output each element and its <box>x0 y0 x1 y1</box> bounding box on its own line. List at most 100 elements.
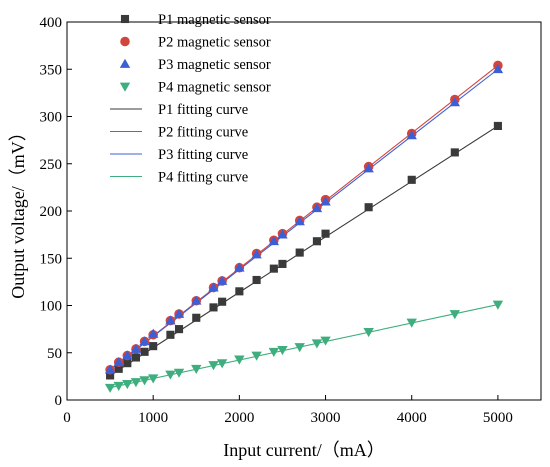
data-point <box>294 216 305 226</box>
legend-entry: P2 magnetic sensor <box>158 35 271 51</box>
x-tick-label: 0 <box>63 410 71 426</box>
data-point <box>113 357 124 367</box>
data-point <box>139 376 150 386</box>
fitting-curve-line <box>109 125 499 376</box>
data-point <box>320 196 331 206</box>
x-tick-label: 1000 <box>138 410 168 426</box>
data-point <box>406 130 417 140</box>
y-tick-label: 150 <box>40 251 63 267</box>
legend-entry: P2 fitting curve <box>158 125 248 141</box>
data-point <box>104 383 116 393</box>
data-point <box>165 370 176 380</box>
y-tick-label: 100 <box>40 299 63 315</box>
data-point <box>449 97 461 107</box>
data-point <box>277 346 288 356</box>
data-point <box>363 163 374 173</box>
data-point <box>268 236 280 246</box>
x-tick-label: 3000 <box>311 410 341 426</box>
legend-entry: P4 fitting curve <box>158 170 248 186</box>
y-axis: 0 50 100 150 200 250 300 350 400 <box>40 15 72 409</box>
data-point <box>295 248 304 257</box>
y-axis-title: Output voltage/（mV） <box>8 123 28 298</box>
data-point <box>492 300 504 310</box>
data-point <box>191 364 202 375</box>
x-axis: 0 1000 2000 3000 4000 5000 <box>63 395 513 426</box>
data-point <box>114 364 123 373</box>
data-point <box>122 350 133 360</box>
data-point <box>174 325 184 334</box>
data-point <box>139 336 150 346</box>
data-point <box>147 374 159 384</box>
data-point <box>131 353 141 362</box>
data-point <box>140 347 149 356</box>
data-point <box>311 339 323 349</box>
y-tick-label: 300 <box>40 110 63 126</box>
data-point <box>235 287 244 296</box>
data-point <box>106 371 115 380</box>
data-point <box>407 175 416 184</box>
data-point <box>208 361 219 371</box>
data-point <box>173 308 185 318</box>
data-point <box>218 297 227 306</box>
data-markers <box>104 60 504 393</box>
data-point <box>173 368 185 378</box>
data-point <box>320 336 331 346</box>
data-point <box>119 82 131 92</box>
data-point <box>268 347 280 358</box>
x-tick-label: 4000 <box>397 410 427 426</box>
data-point <box>321 229 330 238</box>
x-tick-label: 5000 <box>483 410 513 426</box>
data-point <box>449 310 461 320</box>
data-point <box>191 295 202 305</box>
data-point <box>216 275 228 285</box>
data-point <box>208 282 219 292</box>
data-point <box>209 303 218 312</box>
y-tick-label: 200 <box>40 204 63 220</box>
data-point <box>130 378 142 388</box>
data-point <box>363 328 374 338</box>
y-tick-label: 250 <box>40 157 63 173</box>
data-point <box>364 203 373 212</box>
data-point <box>165 315 176 325</box>
data-point <box>269 264 278 273</box>
data-point <box>120 14 130 24</box>
data-point <box>234 355 245 365</box>
data-point <box>147 328 159 338</box>
legend-entry: P1 fitting curve <box>158 102 248 118</box>
data-point <box>278 259 287 268</box>
y-tick-label: 50 <box>47 346 62 362</box>
x-axis-title: Input current/（mA） <box>223 440 384 460</box>
data-point <box>120 36 130 47</box>
data-point <box>104 364 116 374</box>
legend-entry: P4 magnetic sensor <box>158 80 271 96</box>
data-point <box>234 262 245 272</box>
legend-entry: P3 fitting curve <box>158 147 248 163</box>
data-point <box>251 351 262 361</box>
y-tick-label: 350 <box>40 62 63 78</box>
legend-entry: P3 magnetic sensor <box>158 57 271 73</box>
legend-entry: P1 magnetic sensor <box>158 12 271 28</box>
fitting-curve-line <box>109 304 499 389</box>
data-point <box>166 330 175 339</box>
y-tick-label: 400 <box>40 15 63 31</box>
data-point <box>192 313 201 322</box>
data-point <box>294 343 305 353</box>
y-tick-label: 0 <box>55 393 63 409</box>
data-point <box>493 121 502 131</box>
data-point <box>122 380 133 390</box>
data-point <box>492 64 504 74</box>
data-point <box>311 202 323 213</box>
data-point <box>252 275 261 285</box>
data-point <box>123 359 132 368</box>
data-point <box>149 342 158 351</box>
data-point <box>251 249 262 259</box>
data-point <box>406 318 417 328</box>
legend: P1 magnetic sensor P2 magnetic sensor P3 m… <box>110 12 271 186</box>
data-point <box>119 58 131 68</box>
data-point <box>113 381 124 392</box>
data-point <box>216 359 228 369</box>
data-point <box>450 148 459 157</box>
x-tick-label: 2000 <box>224 410 254 426</box>
data-point <box>312 237 321 246</box>
